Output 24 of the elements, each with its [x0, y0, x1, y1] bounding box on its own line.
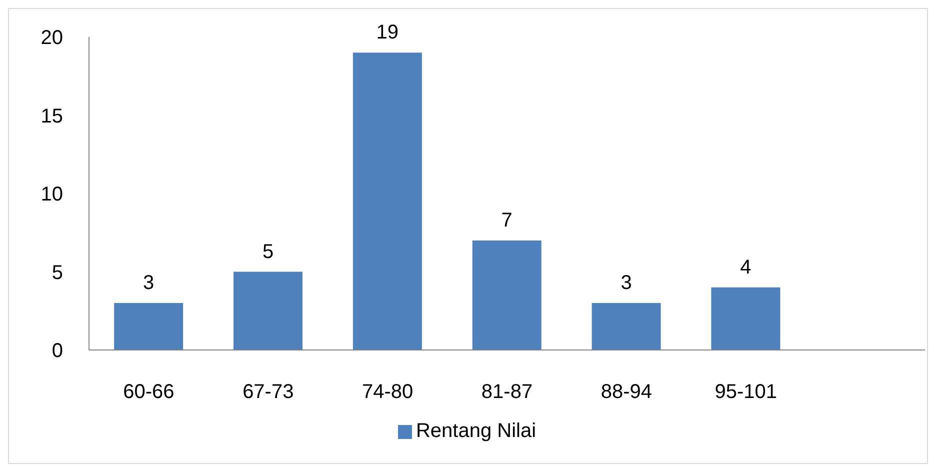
data-label: 5: [262, 240, 274, 263]
y-tick-label: 20: [40, 27, 63, 50]
x-tick-label: 95-101: [714, 381, 777, 404]
data-label: 4: [740, 256, 752, 278]
bar: [114, 303, 184, 350]
bar: [592, 303, 661, 350]
bar: [472, 240, 542, 350]
x-tick-label: 67-73: [242, 381, 294, 404]
x-tick-label: 60-66: [123, 381, 174, 404]
legend-label: Rentang Nilai: [416, 420, 536, 442]
y-tick-label: 0: [52, 340, 63, 362]
x-tick-label: 81-87: [481, 381, 533, 404]
x-tick-label: 88-94: [600, 381, 652, 404]
data-label: 7: [501, 209, 512, 232]
data-label: 19: [376, 22, 399, 44]
y-tick-label: 10: [40, 184, 63, 206]
x-tick-label: 74-80: [362, 381, 414, 404]
bar: [234, 272, 303, 350]
bar: [711, 287, 780, 350]
bar: [352, 52, 422, 350]
y-tick-label: 5: [52, 262, 63, 284]
y-tick-label: 15: [40, 105, 63, 128]
data-label: 3: [143, 272, 154, 294]
data-label: 3: [620, 272, 632, 294]
